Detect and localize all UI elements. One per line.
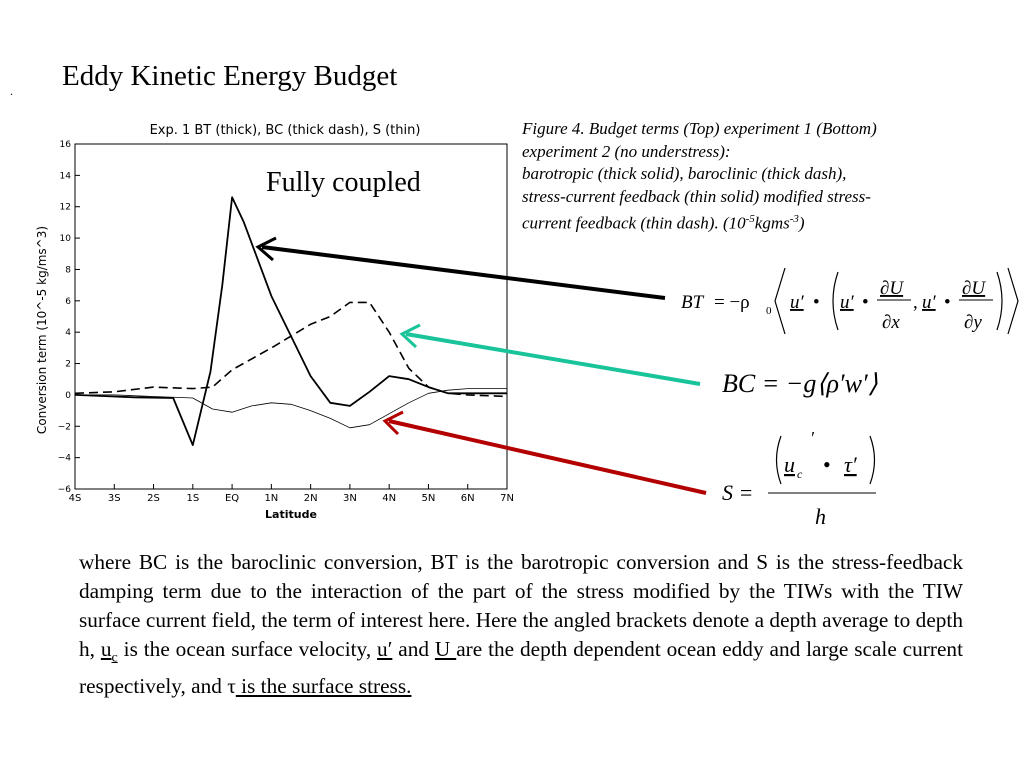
slide-title: Eddy Kinetic Energy Budget [62, 60, 398, 92]
y-tick-label: 14 [60, 171, 72, 181]
paren-left [832, 271, 839, 331]
y-tick-label: −6 [58, 485, 72, 495]
slide-marker: . [10, 84, 13, 98]
body-uprime: u′ [377, 637, 393, 661]
bt-uprime: u′ [790, 292, 805, 313]
y-tick-label: 10 [60, 234, 72, 244]
y-tick-label: 0 [65, 391, 71, 401]
x-tick-label: 1S [186, 493, 199, 504]
body-uc-sub: c [111, 650, 118, 666]
caption-text: kgms [754, 213, 790, 233]
bt-dx: ∂x [882, 312, 900, 333]
x-tick-label: 4S [69, 493, 82, 504]
angle-bracket-right [1007, 267, 1019, 335]
bt-uprime3: u′ [922, 292, 937, 313]
y-tick-label: 12 [60, 203, 71, 213]
caption-line: stress-current feedback (thin solid) mod… [522, 186, 871, 206]
x-tick-label: 6N [461, 493, 475, 504]
s-uc-prime: ′ [810, 428, 815, 448]
y-tick-label: −4 [58, 454, 72, 464]
bt-comma: , [913, 292, 918, 313]
s-dot: • [823, 452, 831, 477]
caption-exp: -5 [745, 213, 755, 225]
s-h: h [815, 504, 826, 529]
caption-line: barotropic (thick solid), baroclinic (th… [522, 164, 847, 183]
body-U: U [434, 637, 457, 661]
bt-sub: 0 [766, 305, 772, 317]
caption-text: ) [798, 213, 805, 233]
x-tick-label: 5N [422, 493, 436, 504]
x-tick-label: 3N [343, 493, 357, 504]
bt-dot: • [813, 292, 820, 313]
body-text: are the depth dependent ocean eddy and l… [79, 637, 963, 699]
paren-right [996, 271, 1003, 331]
paren-right [869, 435, 876, 485]
caption-text: current feedback (thin dash). (10 [522, 213, 746, 233]
bt-lhs: BT [681, 292, 705, 313]
series-line-s [75, 388, 507, 429]
body-text: is the surface stress. [235, 674, 412, 699]
series-line-bc [74, 301, 508, 398]
chart: Exp. 1 BT (thick), BC (thick dash), S (t… [35, 123, 514, 521]
bt-eq: = −ρ [714, 292, 750, 313]
body-text: and [392, 637, 435, 661]
y-tick-label: 2 [65, 360, 71, 370]
chart-ylabel: Conversion term (10^-5 kg/ms^3) [35, 226, 49, 434]
bt-dU: ∂U [880, 278, 904, 299]
x-tick-label: 1N [264, 493, 278, 504]
s-tau: τ′ [844, 452, 858, 477]
chart-title: Exp. 1 BT (thick), BC (thick dash), S (t… [150, 123, 421, 138]
bt-uprime2: u′ [840, 292, 855, 313]
y-tick-label: 16 [60, 140, 72, 150]
caption-line: Figure 4. Budget terms (Top) experiment … [522, 119, 877, 138]
bt-equation: BT = −ρ 0 u′ • u′ • ∂U ∂x , u′ • ∂U ∂y [681, 267, 1019, 335]
s-uc: u [784, 452, 795, 477]
figure-caption: Figure 4. Budget terms (Top) experiment … [522, 118, 1002, 235]
s-equation: S = u c ′ • τ′ h [722, 428, 876, 529]
x-tick-label: 3S [108, 493, 121, 504]
y-tick-label: 4 [65, 328, 71, 338]
caption-line: current feedback (thin dash). (10-5kgms-… [522, 208, 1002, 235]
bc-equation: BC = −g⟨ρ′w′⟩ [722, 369, 878, 398]
bt-dot3: • [944, 292, 951, 313]
body-tau: τ [227, 674, 236, 699]
s-uc-sub: c [797, 467, 803, 481]
series-line-bt [74, 196, 507, 447]
bt-dU2: ∂U [962, 278, 986, 299]
body-text: where BC is the baroclinic conversion, B… [79, 550, 963, 661]
x-tick-label: EQ [225, 493, 239, 504]
bt-dy: ∂y [964, 312, 982, 333]
plot-frame [74, 143, 508, 490]
y-tick-label: 8 [65, 265, 71, 275]
x-tick-label: 2S [147, 493, 160, 504]
body-uc: u [100, 637, 112, 661]
s-lhs: S = [722, 480, 753, 505]
x-tick-label: 2N [304, 493, 318, 504]
x-tick-label: 7N [500, 493, 514, 504]
chart-annotation: Fully coupled [266, 167, 421, 198]
chart-xlabel: Latitude [265, 508, 317, 521]
bt-dot2: • [862, 292, 869, 313]
body-paragraph: where BC is the baroclinic conversion, B… [79, 548, 963, 701]
caption-exp: -3 [789, 213, 799, 225]
y-tick-label: −2 [58, 422, 71, 432]
caption-line: experiment 2 (no understress): [522, 141, 731, 161]
angle-bracket-left [774, 267, 786, 335]
x-tick-label: 4N [382, 493, 396, 504]
body-text: is the ocean surface velocity, [117, 637, 378, 661]
y-tick-label: 6 [65, 297, 71, 307]
paren-left [775, 435, 782, 485]
